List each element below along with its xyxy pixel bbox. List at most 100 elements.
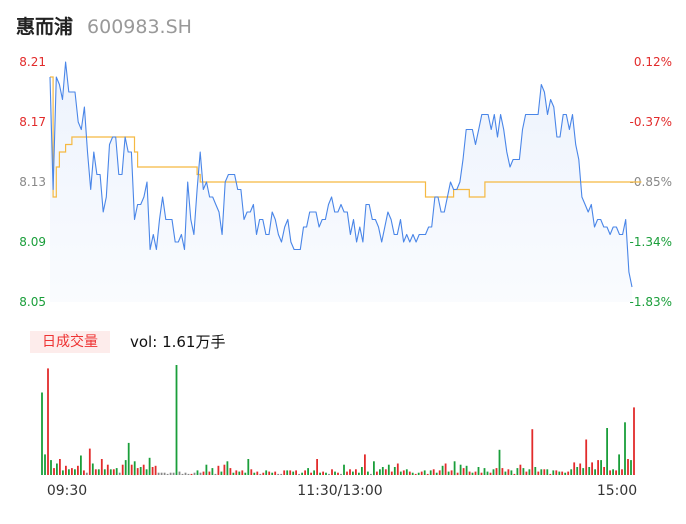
y-tick-left: 8.05 (19, 295, 46, 309)
y-tick-left: 8.21 (19, 55, 46, 69)
volume-bar (139, 467, 142, 475)
volume-bar (615, 470, 617, 475)
volume-bar (181, 473, 184, 475)
volume-bar (172, 472, 175, 475)
volume-bar (480, 472, 483, 475)
volume-bar (50, 460, 52, 475)
volume-bar (178, 471, 181, 475)
volume-bar (492, 469, 495, 475)
y-tick-right: -1.34% (630, 235, 672, 249)
volume-bar (606, 428, 608, 475)
volume-bar (268, 471, 271, 475)
x-axis: 09:30 11:30/13:00 15:00 (47, 483, 637, 499)
volume-bar (247, 459, 250, 475)
volume-bar (408, 471, 411, 475)
volume-bar (447, 471, 450, 475)
volume-bar (175, 365, 178, 475)
volume-bar (292, 471, 295, 475)
volume-bar (355, 469, 357, 475)
volume-bar (148, 457, 151, 475)
x-tick-label: 09:30 (47, 483, 87, 499)
y-tick-right: -1.83% (630, 295, 672, 309)
volume-bar (585, 439, 588, 475)
volume-bar (477, 467, 480, 475)
price-panel: 8.21 8.17 8.13 8.09 8.05 0.12% -0.37% -0.85% -1.… (19, 55, 672, 309)
volume-bar (62, 470, 64, 475)
volume-bar (340, 473, 342, 475)
volume-bar (307, 468, 309, 475)
volume-bar (402, 470, 405, 475)
volume-bar (498, 449, 501, 475)
volume-bar (157, 472, 160, 475)
volume-bar (229, 468, 232, 475)
volume-bar (603, 467, 605, 475)
volume-bar (280, 473, 283, 475)
volume-bar (393, 467, 396, 475)
volume-bar (438, 470, 441, 475)
average-price-line (50, 76, 642, 198)
volume-bar (609, 470, 611, 475)
volume-label: vol: (130, 333, 158, 351)
volume-bar (462, 468, 465, 475)
volume-bar (379, 469, 381, 475)
volume-bar (259, 473, 262, 475)
volume-bar (77, 465, 79, 475)
volume-bar (235, 470, 238, 475)
volume-bar (118, 472, 121, 475)
volume-bar (555, 470, 558, 475)
volume-bar (465, 465, 468, 475)
volume-bar (358, 472, 360, 475)
volume-bar (169, 472, 172, 475)
volume-bar (223, 464, 226, 475)
volume-bar (71, 468, 73, 475)
volume-bar (510, 470, 513, 475)
volume-panel (41, 365, 635, 476)
y-tick-right: -0.85% (630, 175, 672, 189)
volume-bar (429, 470, 432, 475)
volume-bar (265, 470, 268, 475)
volume-bar (399, 471, 402, 475)
volume-bar (624, 422, 626, 475)
volume-bar (271, 472, 274, 475)
volume-bar (193, 472, 196, 475)
volume-bar (411, 472, 414, 475)
volume-bar (528, 469, 531, 475)
volume-bar (208, 471, 211, 475)
volume-bar (483, 468, 486, 475)
volume-bar (232, 472, 235, 475)
volume-bar (115, 468, 118, 475)
volume-bar (630, 460, 632, 475)
stock-name: 惠而浦 (16, 16, 74, 38)
volume-bar (504, 471, 507, 475)
volume-bar (627, 459, 629, 475)
volume-bar (381, 467, 384, 475)
volume-bar (163, 472, 166, 475)
volume-bar (334, 471, 336, 475)
x-tick-label: 15:00 (597, 483, 637, 499)
volume-bar (331, 469, 333, 475)
volume-bar (417, 472, 420, 475)
volume-bar (486, 471, 489, 475)
volume-bar (337, 472, 339, 475)
volume-bar (387, 464, 390, 475)
volume-bar (214, 473, 217, 475)
volume-bar (474, 471, 477, 475)
volume-badge[interactable]: 日成交量 (30, 331, 110, 353)
volume-bar (444, 463, 447, 475)
header: 惠而浦 600983.SH (16, 12, 192, 40)
volume-bar (519, 464, 522, 475)
volume-bar (325, 472, 327, 475)
volume-bar (301, 472, 303, 475)
y-tick-left: 8.13 (19, 175, 46, 189)
volume-bar (136, 468, 139, 475)
volume-bar (103, 469, 106, 475)
volume-bar (199, 472, 202, 475)
y-tick-left: 8.09 (19, 235, 46, 249)
volume-bar (364, 454, 366, 475)
volume-bar (112, 469, 115, 475)
volume-bar (80, 455, 82, 475)
volume-bar (289, 470, 292, 475)
volume-bar (220, 471, 223, 475)
volume-bar (106, 464, 109, 475)
volume-bar (396, 463, 399, 475)
